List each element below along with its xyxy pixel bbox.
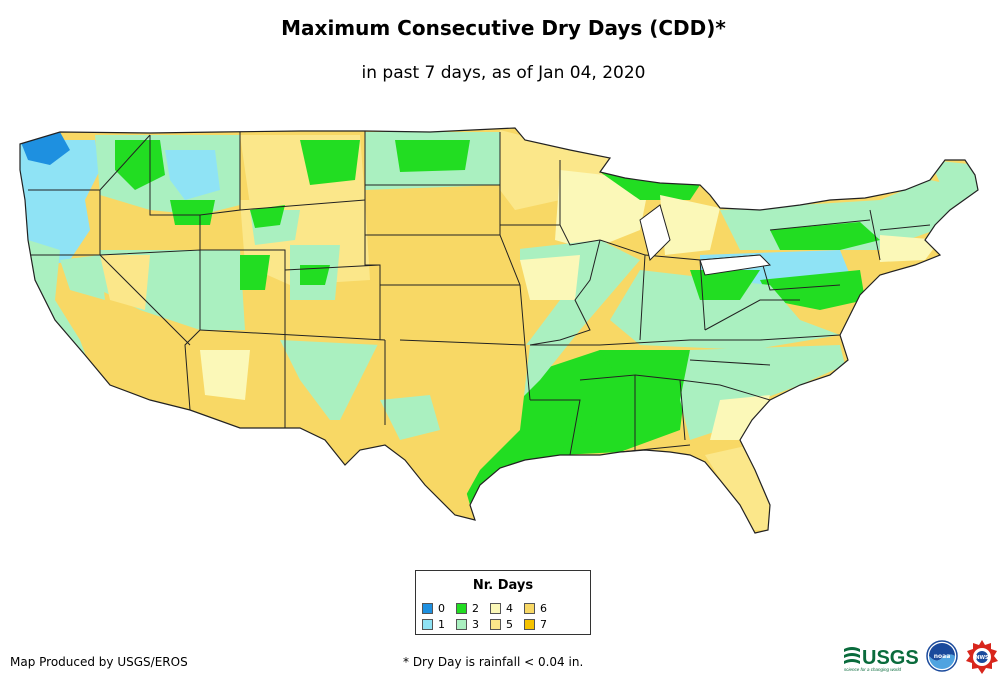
usgs-logo-text: USGS bbox=[862, 647, 918, 669]
legend-label: 7 bbox=[540, 618, 547, 631]
legend-item-4: 4 bbox=[490, 602, 513, 615]
legend: Nr. Days 0 1 2 3 4 5 6 7 bbox=[415, 570, 591, 635]
legend-swatch bbox=[422, 619, 433, 630]
legend-label: 5 bbox=[506, 618, 513, 631]
legend-swatch bbox=[524, 603, 535, 614]
legend-label: 0 bbox=[438, 602, 445, 615]
legend-swatch bbox=[422, 603, 433, 614]
state-borders bbox=[19, 127, 979, 534]
usgs-logo: USGS science for a changing world bbox=[844, 647, 918, 672]
legend-swatch bbox=[456, 619, 467, 630]
legend-label: 6 bbox=[540, 602, 547, 615]
legend-item-6: 6 bbox=[524, 602, 547, 615]
legend-swatch bbox=[524, 619, 535, 630]
legend-label: 2 bbox=[472, 602, 479, 615]
agency-logos: USGS science for a changing world noaa N… bbox=[842, 639, 1002, 679]
usgs-logo-tagline: science for a changing world bbox=[844, 667, 902, 672]
legend-item-5: 5 bbox=[490, 618, 513, 631]
noaa-logo: noaa bbox=[926, 640, 958, 672]
legend-item-7: 7 bbox=[524, 618, 547, 631]
legend-label: 1 bbox=[438, 618, 445, 631]
legend-item-0: 0 bbox=[422, 602, 445, 615]
legend-item-1: 1 bbox=[422, 618, 445, 631]
cdd-fill-regions bbox=[20, 128, 978, 533]
legend-label: 3 bbox=[472, 618, 479, 631]
map-title: Maximum Consecutive Dry Days (CDD)* bbox=[281, 16, 726, 40]
map-credit: Map Produced by USGS/EROS bbox=[10, 655, 188, 669]
legend-swatch bbox=[456, 603, 467, 614]
noaa-logo-text: noaa bbox=[934, 653, 951, 660]
nws-logo-text: NWS bbox=[975, 655, 989, 661]
legend-swatch bbox=[490, 619, 501, 630]
legend-item-2: 2 bbox=[456, 602, 479, 615]
map-subtitle: in past 7 days, as of Jan 04, 2020 bbox=[361, 63, 646, 83]
legend-title: Nr. Days bbox=[472, 578, 534, 593]
legend-item-3: 3 bbox=[456, 618, 479, 631]
legend-swatch bbox=[490, 603, 501, 614]
dry-day-footnote: * Dry Day is rainfall < 0.04 in. bbox=[403, 655, 584, 669]
legend-label: 4 bbox=[506, 602, 513, 615]
nws-logo: NWS bbox=[966, 640, 998, 674]
